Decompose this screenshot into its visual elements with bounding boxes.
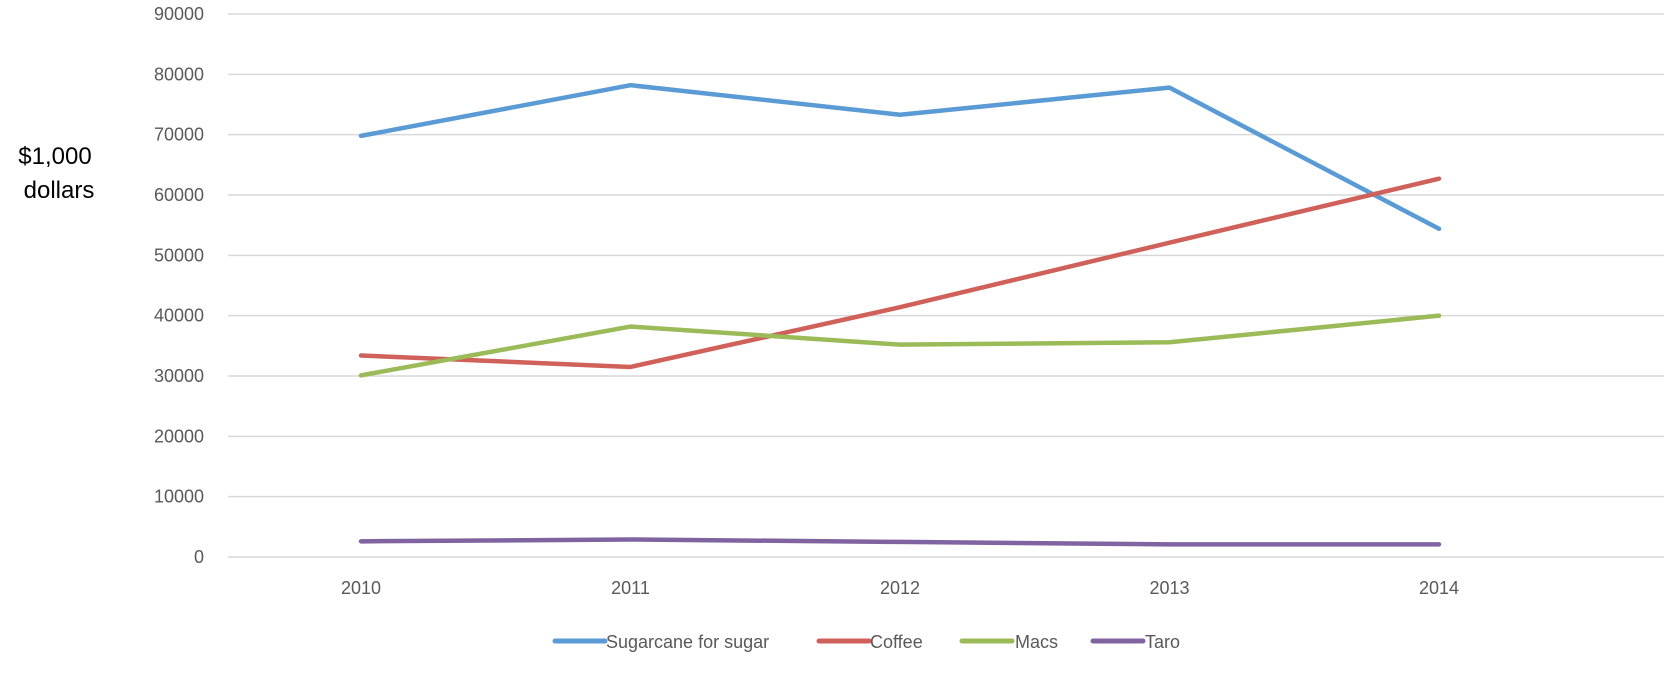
y-tick-label: 80000 [154, 64, 204, 84]
y-tick-label: 0 [194, 547, 204, 567]
y-tick-label: 70000 [154, 125, 204, 145]
legend-label: Macs [1015, 632, 1058, 652]
legend-item[interactable]: Coffee [816, 632, 923, 652]
legend-label: Taro [1145, 632, 1180, 652]
x-axis-ticks: 2010 2011 2012 2013 2014 [341, 578, 1459, 598]
legend-item[interactable]: Macs [959, 632, 1058, 652]
gridlines [228, 13, 1664, 558]
legend-item[interactable]: Sugarcane for sugar [552, 632, 769, 652]
y-axis-ticks: 0 10000 20000 30000 40000 50000 60000 70000 8000… [154, 4, 204, 567]
x-tick-label: 2014 [1419, 578, 1459, 598]
y-tick-label: 40000 [154, 306, 204, 326]
series-line-0 [358, 82, 1442, 232]
y-axis-label-line-1: $1,000 [18, 143, 91, 170]
series-lines [358, 82, 1442, 547]
x-tick-label: 2011 [611, 578, 650, 598]
legend-label: Sugarcane for sugar [606, 632, 769, 652]
series-line-3 [358, 537, 1442, 547]
series-line-2 [358, 313, 1442, 378]
y-axis-label: $1,000 dollars [18, 143, 94, 204]
y-axis-label-line-2: dollars [24, 177, 95, 204]
y-tick-label: 50000 [154, 245, 204, 265]
y-tick-label: 90000 [154, 4, 204, 24]
y-tick-label: 30000 [154, 366, 204, 386]
y-tick-label: 10000 [154, 487, 204, 507]
x-tick-label: 2012 [880, 578, 920, 598]
legend-item[interactable]: Taro [1090, 632, 1180, 652]
legend-label: Coffee [870, 632, 923, 652]
legend: Sugarcane for sugar Coffee Macs Taro [552, 632, 1180, 652]
y-tick-label: 20000 [154, 426, 204, 446]
x-tick-label: 2013 [1149, 578, 1189, 598]
x-tick-label: 2010 [341, 578, 381, 598]
y-tick-label: 60000 [154, 185, 204, 205]
series-line-1 [358, 176, 1442, 370]
